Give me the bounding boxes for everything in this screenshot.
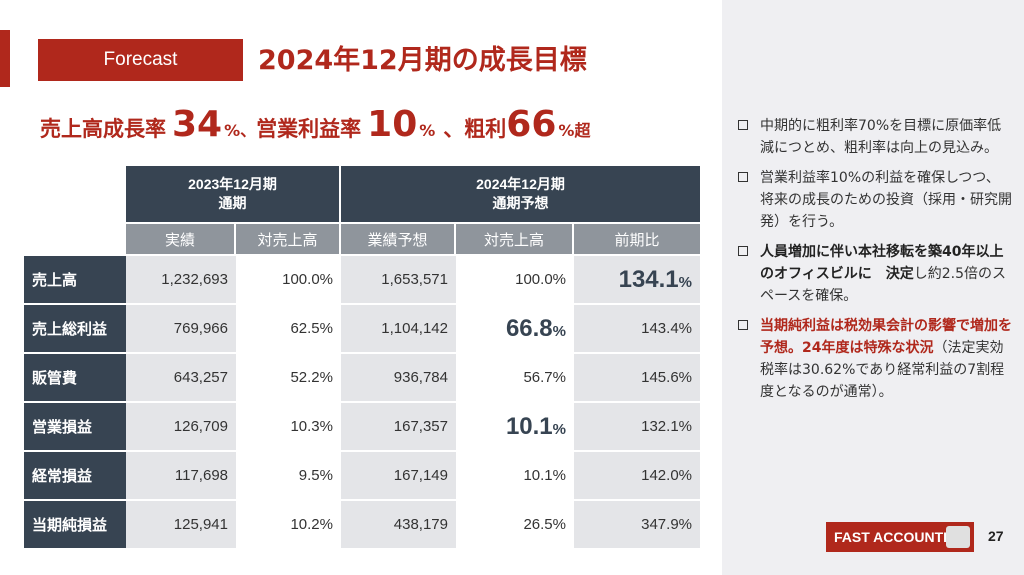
row-label: 売上総利益 xyxy=(24,305,126,354)
table-cell: 167,357 xyxy=(341,403,456,452)
table-row: 経常損益 117,698 9.5% 167,149 10.1% 142.0% xyxy=(24,452,700,501)
table-row: 売上高 1,232,693 100.0% 1,653,571 100.0% 13… xyxy=(24,256,700,305)
header-period-2023: 2023年12月期 通期 xyxy=(126,166,341,224)
table-row: 営業損益 126,709 10.3% 167,357 10.1% 132.1% xyxy=(24,403,700,452)
table-row: 売上総利益 769,966 62.5% 1,104,142 66.8% 143.… xyxy=(24,305,700,354)
kpi-separator: 、 xyxy=(443,117,465,141)
table-cell: 142.0% xyxy=(574,452,700,501)
row-label: 経常損益 xyxy=(24,452,126,501)
table-cell: 100.0% xyxy=(236,256,341,305)
notes-panel xyxy=(722,0,1024,575)
row-label: 当期純損益 xyxy=(24,501,126,550)
table-cell: 1,653,571 xyxy=(341,256,456,305)
logo-mark-icon xyxy=(946,526,970,548)
kpi-label-sales-growth: 売上高成長率 xyxy=(40,117,166,141)
list-item: 人員増加に伴い本社移転を築40年以上のオフィスビルに 決定し約2.5倍のスペース… xyxy=(738,241,1013,307)
header-period-2024: 2024年12月期 通期予想 xyxy=(341,166,700,224)
table-cell: 126,709 xyxy=(126,403,236,452)
checkbox-bullet-icon xyxy=(738,246,748,256)
table-cell: 26.5% xyxy=(456,501,574,550)
table-cell: 643,257 xyxy=(126,354,236,403)
list-item: 中期的に粗利率70%を目標に原価率低減につとめ、粗利率は向上の見込み。 xyxy=(738,115,1013,159)
table-cell: 1,232,693 xyxy=(126,256,236,305)
table-cell: 9.5% xyxy=(236,452,341,501)
table-cell: 100.0% xyxy=(456,256,574,305)
table-cell: 438,179 xyxy=(341,501,456,550)
subheader-actual: 実績 xyxy=(126,224,236,256)
kpi-value-gross-margin: 66 xyxy=(506,104,557,145)
table-cell-highlight: 10.1% xyxy=(456,403,574,452)
subheader-ratio-2024: 対売上高 xyxy=(456,224,574,256)
table-cell: 132.1% xyxy=(574,403,700,452)
subheader-ratio-2023: 対売上高 xyxy=(236,224,341,256)
subheader-forecast: 業績予想 xyxy=(341,224,456,256)
row-label: 売上高 xyxy=(24,256,126,305)
table-cell: 10.1% xyxy=(456,452,574,501)
company-logo: FAST ACCOUNTING xyxy=(826,522,974,552)
financial-table: 2023年12月期 通期 2024年12月期 通期予想 実績 対売上高 業績予想… xyxy=(24,166,700,550)
kpi-unit-2: % xyxy=(419,121,436,140)
table-cell: 117,698 xyxy=(126,452,236,501)
table-cell: 1,104,142 xyxy=(341,305,456,354)
table-cell-highlight: 134.1% xyxy=(574,256,700,305)
forecast-badge: Forecast xyxy=(38,39,243,81)
kpi-unit-3: %超 xyxy=(558,121,591,140)
table-cell: 167,149 xyxy=(341,452,456,501)
row-label: 販管費 xyxy=(24,354,126,403)
kpi-label-gross-margin: 粗利 xyxy=(464,117,507,141)
table-cell: 10.2% xyxy=(236,501,341,550)
notes-list: 中期的に粗利率70%を目標に原価率低減につとめ、粗利率は向上の見込み。 営業利益… xyxy=(738,115,1013,411)
table-cell: 52.2% xyxy=(236,354,341,403)
table-cell: 769,966 xyxy=(126,305,236,354)
table-header-sub: 実績 対売上高 業績予想 対売上高 前期比 xyxy=(24,224,700,256)
page-number: 27 xyxy=(988,528,1004,544)
table-cell: 125,941 xyxy=(126,501,236,550)
accent-strip xyxy=(0,30,10,87)
table-row: 当期純損益 125,941 10.2% 438,179 26.5% 347.9% xyxy=(24,501,700,550)
checkbox-bullet-icon xyxy=(738,172,748,182)
table-row: 販管費 643,257 52.2% 936,784 56.7% 145.6% xyxy=(24,354,700,403)
kpi-value-sales-growth: 34 xyxy=(172,104,223,145)
subheader-yoy: 前期比 xyxy=(574,224,700,256)
table-cell: 347.9% xyxy=(574,501,700,550)
table-header-periods: 2023年12月期 通期 2024年12月期 通期予想 xyxy=(24,166,700,224)
kpi-value-op-margin: 10 xyxy=(367,104,418,145)
table-cell: 56.7% xyxy=(456,354,574,403)
table-cell: 143.4% xyxy=(574,305,700,354)
list-item: 当期純利益は税効果会計の影響で増加を予想。24年度は特殊な状況（法定実効税率は3… xyxy=(738,315,1013,403)
row-label: 営業損益 xyxy=(24,403,126,452)
page-title: 2024年12月期の成長目標 xyxy=(258,45,587,76)
table-cell: 62.5% xyxy=(236,305,341,354)
list-item: 営業利益率10%の利益を確保しつつ、将来の成長のための投資（採用・研究開発）を行… xyxy=(738,167,1013,233)
kpi-headline: 売上高成長率 34 %、 営業利益率 10 % 、 粗利 66 %超 xyxy=(40,104,590,145)
kpi-label-op-margin: 営業利益率 xyxy=(256,117,362,141)
checkbox-bullet-icon xyxy=(738,320,748,330)
kpi-unit-1: %、 xyxy=(224,121,257,140)
table-cell-highlight: 66.8% xyxy=(456,305,574,354)
table-cell: 10.3% xyxy=(236,403,341,452)
table-cell: 936,784 xyxy=(341,354,456,403)
table-cell: 145.6% xyxy=(574,354,700,403)
checkbox-bullet-icon xyxy=(738,120,748,130)
